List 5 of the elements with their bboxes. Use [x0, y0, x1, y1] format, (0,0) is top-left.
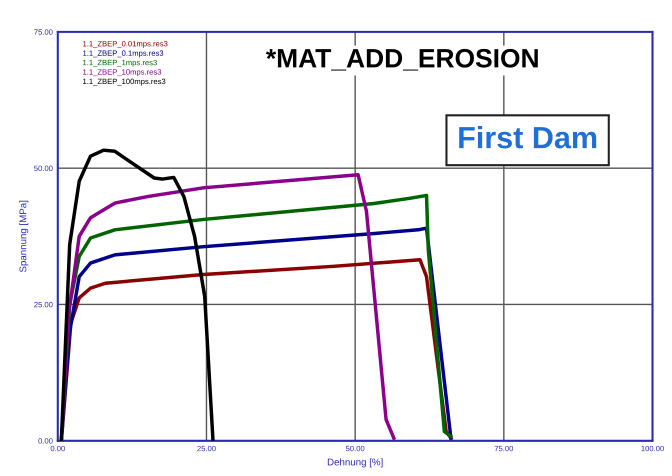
line-series	[60, 148, 215, 441]
annotation: First Dam	[459, 126, 596, 148]
text: *MAT_ADD_EROSION	[266, 48, 538, 71]
y-axis-title: Spannung [MPa]	[19, 200, 28, 272]
x-axis-title: Dehnung [%]	[328, 458, 383, 468]
